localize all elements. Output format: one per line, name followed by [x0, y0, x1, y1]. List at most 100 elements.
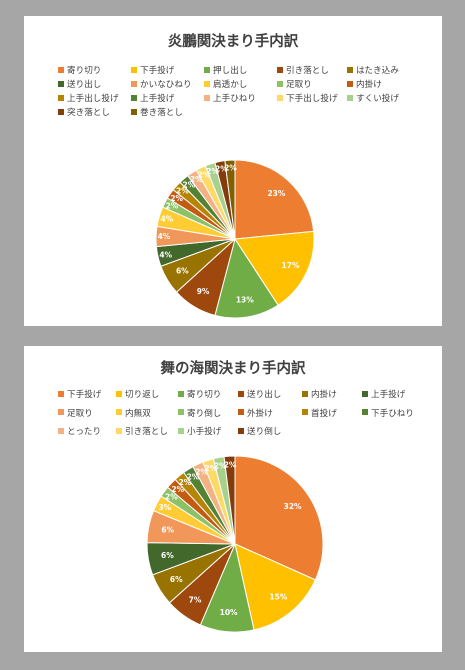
data-label: 2% [165, 492, 178, 501]
legend-item: 引き落とし [116, 427, 168, 438]
legend-item: 下手出し投げ [277, 94, 338, 105]
pie-slice [214, 237, 279, 319]
legend-item: かいなひねり [131, 80, 192, 91]
legend-item: 寄り切り [178, 390, 221, 401]
legend-item: 突き落とし [58, 108, 110, 119]
data-label: 2% [176, 187, 189, 196]
legend-item: 下手ひねり [362, 409, 414, 420]
data-label: 32% [284, 502, 302, 511]
legend-swatch [277, 66, 283, 73]
legend-item: 首投げ [302, 409, 337, 420]
legend-label: 寄り倒し [187, 408, 222, 419]
data-label: 6% [176, 266, 189, 275]
legend-label: すくい投げ [356, 94, 399, 104]
legend-swatch [116, 427, 122, 434]
legend-label: 小手投げ [187, 427, 222, 437]
legend-swatch [178, 409, 184, 415]
legend-label: 送り出し [67, 80, 102, 90]
legend-swatch [347, 94, 353, 101]
legend-label: 送り倒し [247, 427, 282, 437]
legend-item: 足取り [58, 409, 93, 420]
legend-swatch [277, 80, 283, 87]
legend-swatch [131, 108, 137, 115]
data-label: 17% [282, 261, 300, 270]
data-label: 6% [161, 526, 174, 535]
legend-label: 引き落とし [125, 427, 168, 437]
legend-swatch [204, 66, 210, 73]
legend-swatch [204, 80, 210, 87]
data-label: 2% [224, 164, 237, 173]
legend-item: 内掛け [302, 390, 337, 401]
legend-item: 小手投げ [178, 427, 221, 438]
legend-label: かいなひねり [140, 80, 192, 90]
legend-swatch [116, 390, 122, 397]
legend-label: 上手出し投げ [67, 94, 119, 104]
pie-slice [224, 159, 236, 240]
legend-item: 引き落とし [277, 66, 329, 77]
legend-item: 肩透かし [204, 80, 247, 91]
legend-item: 下手投げ [58, 390, 101, 401]
data-label: 6% [161, 551, 174, 560]
legend-label: 上手ひねり [213, 94, 256, 104]
legend-label: 足取り [286, 80, 312, 90]
legend-label: 押し出し [213, 66, 248, 76]
pie-chart-enho: 23%17%13%9%6%4%4%4%2%2%2%2%2%2%2%2%2% [155, 159, 315, 319]
data-label: 15% [269, 593, 287, 602]
legend-label: 下手出し投げ [286, 94, 338, 104]
legend-item: 上手投げ [362, 390, 405, 401]
legend-item: 寄り倒し [178, 409, 221, 420]
legend-item: 足取り [277, 80, 312, 91]
legend-item: 上手ひねり [204, 94, 256, 105]
legend-label: 内無双 [125, 408, 151, 419]
legend-item: 内無双 [116, 409, 151, 420]
legend-label: 切り返し [125, 390, 160, 400]
legend-label: 首投げ [311, 408, 337, 419]
pie-slice [223, 455, 236, 545]
legend-swatch [204, 94, 210, 101]
legend-swatch [131, 94, 137, 101]
pie-slice [234, 455, 324, 581]
legend-label: とったり [67, 427, 102, 437]
data-label: 2% [187, 472, 200, 481]
legend-label: 引き落とし [286, 66, 329, 76]
legend-item: 巻き落とし [131, 108, 183, 119]
legend-swatch [178, 427, 184, 434]
legend-swatch [58, 427, 64, 434]
data-label: 2% [224, 460, 237, 469]
pie-slice [234, 543, 317, 631]
data-label: 4% [160, 214, 173, 223]
legend-swatch [116, 409, 122, 415]
pie-chart-mainoumi: 32%15%10%7%6%6%6%3%2%2%2%2%2%2%2%2% [146, 455, 324, 633]
data-label: 2% [179, 478, 192, 487]
data-label: 4% [159, 250, 172, 259]
chart-panel-enho: 炎鵬関決まり手内訳 寄り切り 下手投げ 押し出し 引き落とし はたき込み 送り出し かいなひ… [24, 16, 442, 326]
pie-slice [234, 230, 315, 306]
data-label: 2% [198, 170, 211, 179]
data-label: 2% [171, 485, 184, 494]
data-label: 2% [204, 464, 217, 473]
legend-swatch [347, 66, 353, 73]
legend-item: 送り出し [238, 390, 281, 401]
legend-item: 送り倒し [238, 427, 281, 438]
legend-label: 下手投げ [140, 66, 175, 76]
legend-swatch [58, 94, 64, 101]
legend-item: 押し出し [204, 66, 247, 77]
legend-label: 突き落とし [67, 108, 110, 118]
data-label: 2% [170, 194, 183, 203]
legend-swatch [347, 80, 353, 87]
data-label: 7% [189, 595, 202, 604]
legend-label: 下手ひねり [371, 408, 414, 419]
data-label: 2% [166, 202, 179, 211]
legend-label: 下手投げ [67, 390, 102, 400]
legend-label: 上手投げ [140, 94, 175, 104]
chart-panel-mainoumi: 舞の海関決まり手内訳 下手投げ 切り返し 寄り切り 送り出し 内掛け 上手投げ 足取り 内無双… [24, 346, 442, 652]
chart-title: 炎鵬関決まり手内訳 [167, 34, 299, 50]
legend-item: 内掛け [347, 80, 382, 91]
legend-item: すくい投げ [347, 94, 399, 105]
data-label: 2% [190, 175, 203, 184]
legend-label: 上手投げ [371, 390, 406, 400]
legend-item: 送り出し [58, 80, 101, 91]
legend-swatch [58, 66, 64, 73]
legend-label: 外掛け [247, 408, 273, 419]
data-label: 2% [195, 468, 208, 477]
